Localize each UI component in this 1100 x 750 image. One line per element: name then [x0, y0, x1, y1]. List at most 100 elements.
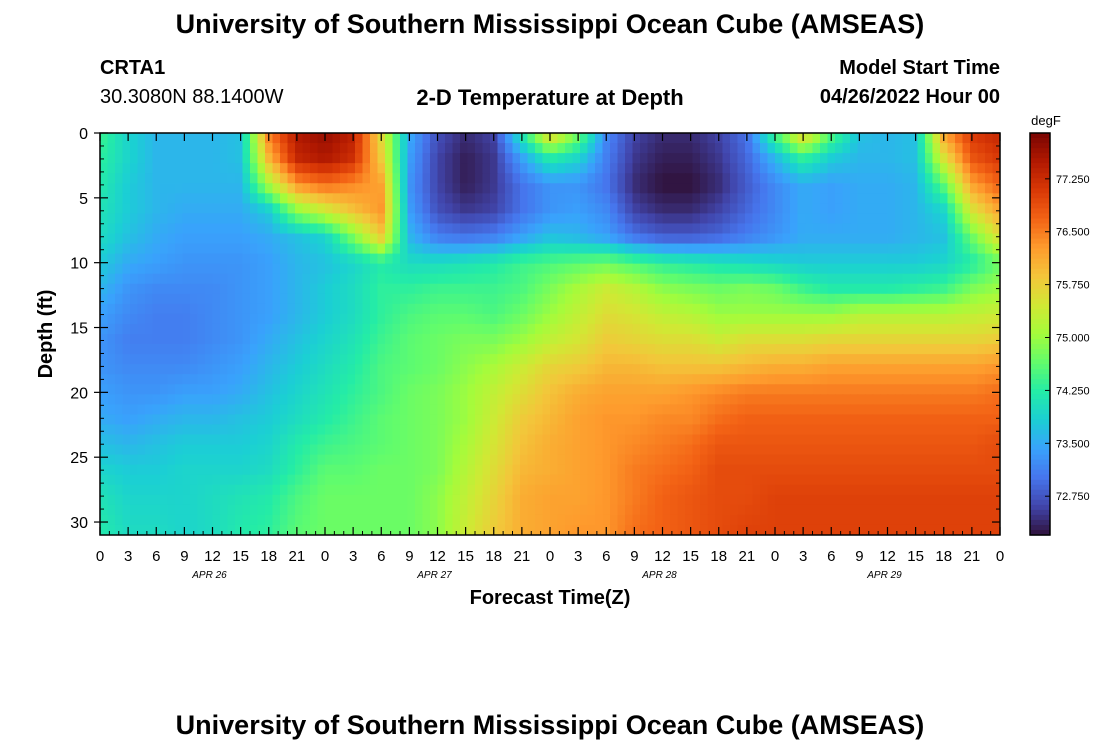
- heatmap-cell: [505, 404, 514, 415]
- heatmap-cell: [115, 354, 124, 365]
- heatmap-cell: [220, 133, 229, 144]
- heatmap-cell: [437, 474, 446, 486]
- heatmap-cell: [422, 153, 431, 164]
- heatmap-cell: [100, 253, 109, 265]
- heatmap-cell: [760, 263, 769, 275]
- heatmap-cell: [745, 384, 754, 395]
- heatmap-cell: [617, 213, 626, 225]
- heatmap-cell: [730, 354, 739, 365]
- heatmap-cell: [167, 233, 176, 245]
- heatmap-cell: [182, 263, 191, 275]
- heatmap-cell: [490, 384, 499, 395]
- heatmap-cell: [670, 504, 679, 516]
- heatmap-cell: [295, 193, 304, 204]
- heatmap-cell: [175, 313, 184, 325]
- heatmap-cell: [677, 173, 686, 184]
- heatmap-cell: [745, 223, 754, 235]
- heatmap-cell: [962, 283, 971, 295]
- heatmap-cell: [272, 494, 281, 506]
- heatmap-cell: [542, 203, 551, 214]
- heatmap-cell: [295, 434, 304, 446]
- heatmap-cell: [812, 494, 821, 506]
- heatmap-cell: [347, 494, 356, 506]
- heatmap-cell: [355, 354, 364, 365]
- heatmap-cell: [235, 213, 244, 225]
- heatmap-cell: [512, 524, 521, 535]
- heatmap-cell: [295, 494, 304, 506]
- heatmap-cell: [385, 484, 394, 496]
- heatmap-cell: [767, 354, 776, 365]
- heatmap-cell: [587, 374, 596, 385]
- heatmap-cell: [370, 303, 379, 315]
- heatmap-cell: [692, 193, 701, 204]
- heatmap-cell: [610, 243, 619, 255]
- heatmap-cell: [827, 504, 836, 516]
- heatmap-cell: [310, 263, 319, 275]
- heatmap-cell: [460, 404, 469, 415]
- heatmap-cell: [722, 233, 731, 245]
- heatmap-cell: [812, 153, 821, 164]
- heatmap-cell: [542, 444, 551, 456]
- heatmap-cell: [662, 414, 671, 426]
- heatmap-cell: [302, 293, 311, 305]
- heatmap-cell: [842, 253, 851, 265]
- heatmap-cell: [212, 394, 221, 405]
- heatmap-cell: [445, 404, 454, 415]
- heatmap-cell: [280, 183, 289, 194]
- heatmap-cell: [955, 273, 964, 285]
- heatmap-cell: [565, 313, 574, 325]
- heatmap-cell: [895, 213, 904, 225]
- heatmap-cell: [452, 233, 461, 245]
- heatmap-cell: [580, 424, 589, 436]
- heatmap-cell: [812, 193, 821, 204]
- heatmap-cell: [535, 223, 544, 235]
- heatmap-cell: [130, 404, 139, 415]
- heatmap-cell: [377, 434, 386, 446]
- heatmap-cell: [302, 354, 311, 365]
- heatmap-cell: [692, 424, 701, 436]
- heatmap-cell: [580, 283, 589, 295]
- heatmap-cell: [482, 213, 491, 225]
- heatmap-cell: [145, 344, 154, 355]
- heatmap-cell: [760, 133, 769, 144]
- heatmap-cell: [850, 203, 859, 214]
- heatmap-cell: [790, 143, 799, 154]
- heatmap-cell: [775, 133, 784, 144]
- heatmap-cell: [467, 233, 476, 245]
- heatmap-cell: [160, 243, 169, 255]
- heatmap-cell: [227, 514, 236, 526]
- heatmap-cell: [707, 434, 716, 446]
- heatmap-cell: [647, 243, 656, 255]
- heatmap-cell: [430, 233, 439, 245]
- heatmap-cell: [250, 524, 259, 535]
- heatmap-cell: [490, 394, 499, 405]
- heatmap-cell: [430, 173, 439, 184]
- heatmap-cell: [130, 444, 139, 456]
- heatmap-cell: [115, 474, 124, 486]
- heatmap-cell: [235, 424, 244, 436]
- heatmap-cell: [797, 434, 806, 446]
- heatmap-cell: [565, 323, 574, 335]
- heatmap-cell: [812, 474, 821, 486]
- heatmap-cell: [137, 253, 146, 265]
- heatmap-cell: [842, 273, 851, 285]
- heatmap-cell: [340, 454, 349, 466]
- heatmap-cell: [452, 464, 461, 476]
- heatmap-cell: [557, 313, 566, 325]
- heatmap-cell: [812, 203, 821, 214]
- heatmap-cell: [385, 374, 394, 385]
- heatmap-cell: [527, 213, 536, 225]
- heatmap-cell: [272, 404, 281, 415]
- heatmap-cell: [632, 233, 641, 245]
- heatmap-cell: [482, 293, 491, 305]
- heatmap-cell: [182, 253, 191, 265]
- heatmap-cell: [640, 384, 649, 395]
- heatmap-cell: [272, 474, 281, 486]
- heatmap-cell: [857, 524, 866, 535]
- heatmap-cell: [775, 484, 784, 496]
- heatmap-cell: [782, 454, 791, 466]
- heatmap-cell: [340, 354, 349, 365]
- heatmap-cell: [100, 133, 109, 144]
- heatmap-cell: [692, 243, 701, 255]
- heatmap-cell: [505, 263, 514, 275]
